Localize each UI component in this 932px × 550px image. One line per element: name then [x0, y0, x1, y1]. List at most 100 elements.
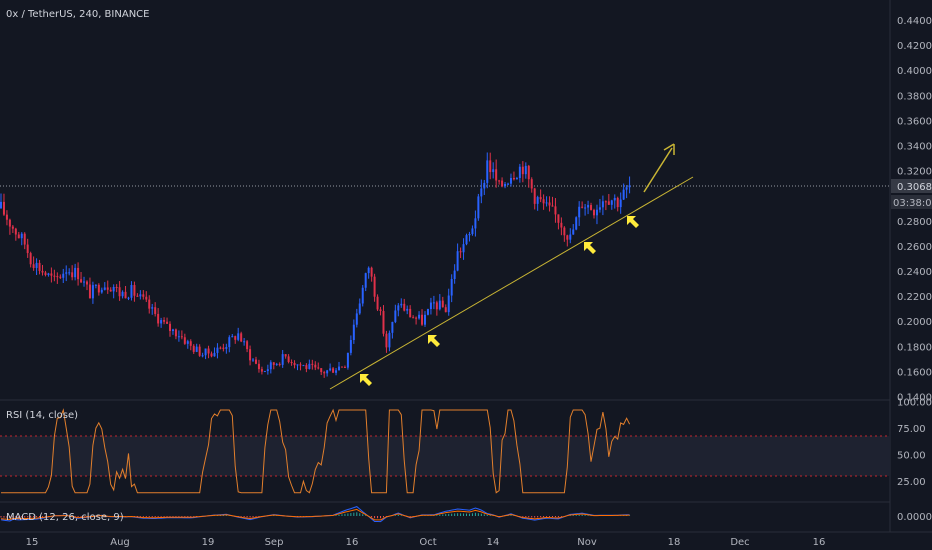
candle-body [213, 352, 216, 357]
candle-body [507, 183, 510, 185]
rsi-layer [1, 408, 631, 494]
candle-body [71, 272, 74, 278]
candle-body [539, 197, 542, 200]
candle-body [299, 364, 302, 366]
candle-body [581, 206, 584, 208]
candle-body [352, 324, 355, 341]
price-tick-label: 0.3600 [897, 116, 932, 127]
candle-body [0, 201, 2, 209]
rsi-band-fill [0, 436, 890, 476]
candle-body [290, 361, 293, 364]
macd-axis: 0.0000 [897, 512, 932, 523]
price-tick-label: 0.1400 [897, 393, 932, 404]
price-axis[interactable]: 0.4400 0.4200 0.4000 0.3800 0.3600 0.3400 0.32… [897, 16, 932, 404]
candle-body [171, 329, 174, 332]
candle-body [584, 207, 587, 209]
candle-body [409, 308, 412, 318]
time-tick-label: Aug [110, 537, 130, 548]
candle-body [91, 285, 94, 299]
candle-body [495, 169, 498, 181]
rsi-title: RSI (14, close) [6, 410, 78, 421]
candle-body [314, 364, 317, 368]
candle-body [483, 182, 486, 189]
candle-body [302, 365, 305, 367]
candle-body [340, 366, 343, 368]
candle-body [415, 317, 418, 319]
candle-body [536, 197, 539, 204]
candle-body [477, 196, 480, 219]
candle-body [249, 349, 252, 361]
candle-body [459, 251, 462, 253]
overlay-layer [329, 143, 694, 390]
bounce-arrow-icon [428, 335, 440, 347]
candle-body [598, 207, 601, 210]
candle-body [296, 364, 299, 366]
candle-body [349, 340, 352, 353]
price-tick-label: 0.2600 [897, 242, 932, 253]
candle-body [234, 336, 237, 340]
candle-body [263, 371, 266, 373]
candle-body [504, 183, 507, 187]
trendline[interactable] [329, 176, 694, 390]
rsi-tick-label: 75.00 [897, 424, 926, 435]
candle-body [65, 272, 68, 274]
candle-body [311, 363, 314, 365]
candle-body [551, 205, 554, 207]
candle-body [83, 281, 86, 283]
candle-body [35, 262, 38, 268]
candle-body [403, 303, 406, 311]
price-tick-label: 0.1600 [897, 367, 932, 378]
candle-body [47, 273, 50, 275]
candle-body [269, 362, 272, 370]
candle-body [613, 197, 616, 201]
bounce-arrow-shape [627, 216, 639, 228]
projection-arrow-shaft[interactable] [643, 147, 673, 193]
candle-body [50, 273, 53, 276]
time-tick-label: 14 [487, 537, 500, 548]
time-tick-label: 16 [346, 537, 359, 548]
candle-body [41, 270, 44, 273]
rsi-axis: 100.00 75.00 50.00 25.00 [897, 398, 932, 489]
candle-body [103, 287, 106, 290]
macd-title: MACD (12, 26, close, 9) [6, 512, 124, 523]
candle-body [44, 272, 47, 275]
candle-body [97, 284, 100, 293]
price-tick-label: 0.3400 [897, 142, 932, 153]
candle-body [388, 332, 391, 348]
candle-body [376, 296, 379, 310]
candle-body [14, 228, 17, 235]
candle-body [174, 329, 177, 337]
candle-body [578, 206, 581, 218]
candle-body [8, 219, 11, 227]
candle-body [593, 209, 595, 216]
time-tick-label: 16 [813, 537, 826, 548]
candle-body [492, 169, 495, 173]
candle-body [530, 179, 533, 189]
candle-body [468, 233, 471, 236]
candle-body [367, 267, 370, 274]
candle-body [346, 352, 349, 368]
candle-body [441, 300, 444, 308]
candle-body [450, 279, 453, 296]
candle-body [394, 310, 397, 322]
candle-body [287, 356, 290, 362]
candle-body [53, 275, 56, 277]
bounce-arrow-shape [360, 374, 372, 386]
time-axis[interactable]: 15 Aug 19 Sep 16 Oct 14 Nov 18 Dec 16 [26, 537, 826, 548]
price-tick-label: 0.4200 [897, 41, 932, 52]
candle-body [260, 369, 263, 372]
candle-body [183, 337, 186, 344]
candle-body [240, 333, 243, 342]
candle-body [379, 309, 382, 312]
candle-body [575, 217, 578, 230]
candle-body [474, 218, 477, 229]
price-tick-label: 0.2000 [897, 317, 932, 328]
candle-body [38, 262, 41, 271]
rsi-tick-label: 50.00 [897, 451, 926, 462]
candle-body [361, 287, 364, 304]
bounce-arrow-icon [360, 374, 372, 386]
candle-body [527, 165, 530, 180]
candle-body [201, 355, 204, 357]
